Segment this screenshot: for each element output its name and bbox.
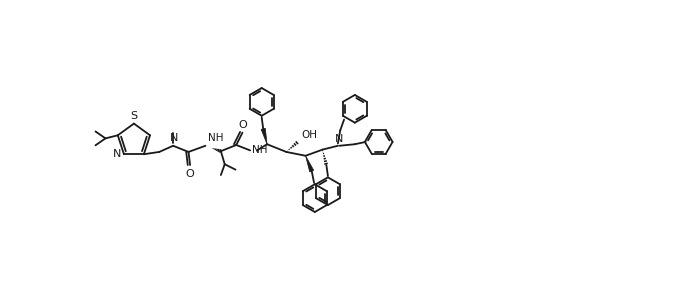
Text: N: N: [335, 134, 343, 144]
Polygon shape: [261, 128, 267, 144]
Text: O: O: [238, 120, 247, 130]
Text: N: N: [169, 133, 178, 143]
Text: OH: OH: [301, 130, 317, 140]
Text: N: N: [113, 149, 122, 159]
Polygon shape: [306, 156, 314, 172]
Text: NH: NH: [208, 133, 223, 143]
Text: NH: NH: [252, 145, 267, 155]
Text: O: O: [185, 169, 194, 179]
Text: S: S: [130, 110, 137, 121]
